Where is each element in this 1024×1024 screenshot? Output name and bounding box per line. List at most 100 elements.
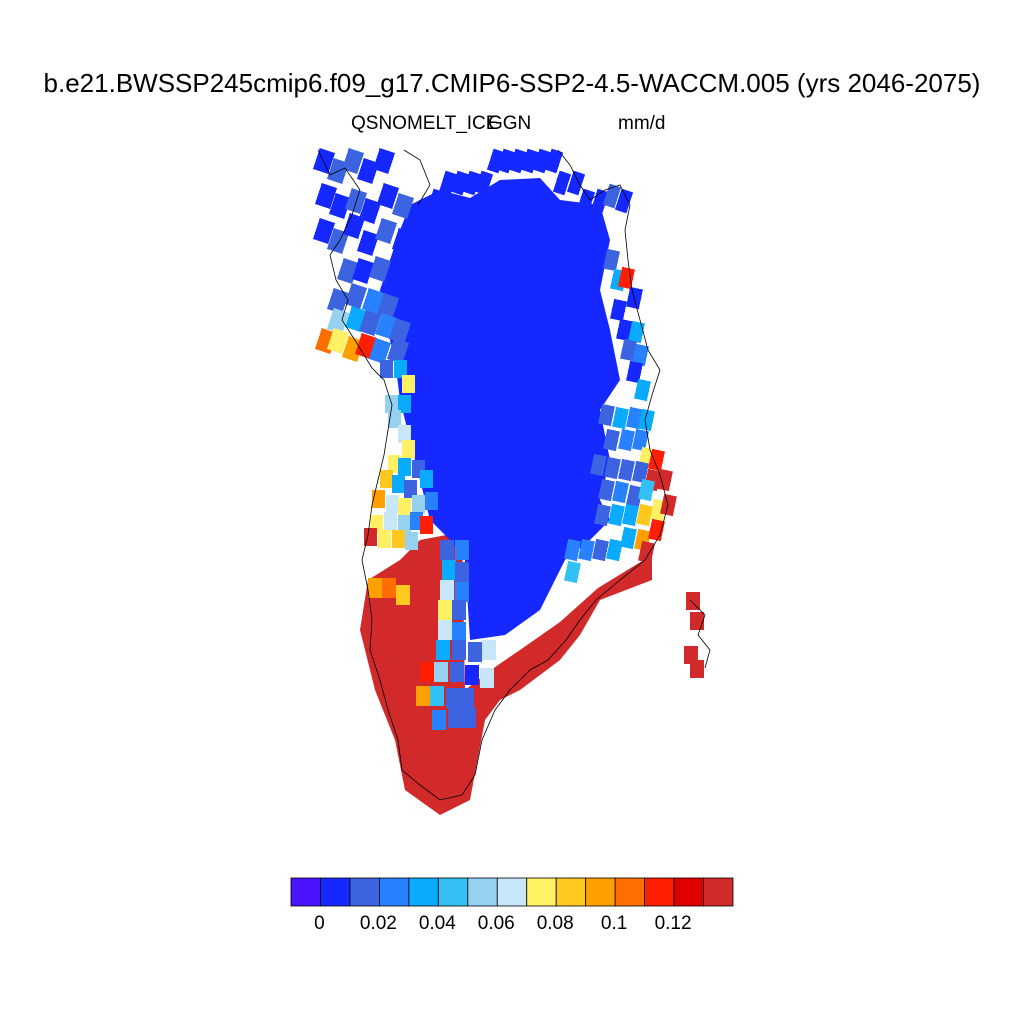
map-cell: [598, 403, 615, 427]
colorbar-box: [673, 877, 704, 907]
map-cell: [398, 498, 411, 516]
map-cell: [326, 288, 350, 314]
map-cell: [452, 600, 466, 620]
variable-label: QSNOMELT_ICE: [351, 113, 499, 134]
colorbar-tick-label: 0.1: [600, 913, 628, 934]
map-cell: [590, 453, 607, 477]
map-cell: [425, 492, 438, 510]
map-cell: [544, 148, 564, 174]
map-cell: [606, 538, 623, 562]
map-cell: [460, 688, 474, 708]
map-cell: [628, 320, 645, 344]
map-cell: [402, 440, 415, 458]
map-cell: [618, 428, 635, 452]
map-cell: [590, 188, 610, 214]
map-cell: [638, 408, 655, 432]
map-cell: [314, 183, 338, 209]
map-cell: [618, 266, 635, 290]
map-cell: [656, 468, 673, 492]
map-cell: [398, 395, 411, 413]
map-cell: [648, 518, 665, 542]
map-cell: [686, 592, 700, 610]
map-cell: [592, 538, 609, 562]
map-region: [380, 178, 620, 640]
coastline-path: [317, 149, 669, 801]
map-cell: [438, 170, 458, 196]
map-cell: [392, 530, 405, 548]
map-cell: [636, 503, 653, 527]
map-cell: [612, 480, 629, 504]
map-cell: [520, 148, 540, 174]
map-cell: [420, 470, 433, 488]
map-cell: [326, 328, 350, 354]
colorbar-boxes: [290, 877, 734, 907]
colorbar-tick-label: 0.12: [654, 913, 692, 934]
map-cell: [486, 148, 506, 174]
colorbar-tick-label: 0.02: [359, 913, 397, 934]
map-cell: [391, 228, 415, 254]
map-cell: [638, 478, 655, 502]
map-cell: [378, 530, 391, 548]
map-cell: [328, 193, 352, 219]
map-cell: [612, 406, 629, 430]
map-cell: [618, 458, 635, 482]
map-cell: [660, 493, 677, 517]
map-cell: [414, 198, 434, 224]
map-cell: [368, 338, 392, 364]
units-label: mm/d: [618, 113, 666, 134]
map-cell: [620, 526, 637, 550]
map-cell: [603, 248, 620, 272]
colorbar-box: [496, 877, 528, 907]
map-region: [360, 532, 652, 815]
colorbar-box: [526, 877, 557, 907]
map-cell: [614, 188, 634, 214]
map-cell: [312, 218, 336, 244]
colorbar-tick-label: 0.06: [477, 913, 515, 934]
plot-title: b.e21.BWSSP245cmip6.f09_g17.CMIP6-SSP2-4…: [43, 68, 981, 98]
map-cell: [632, 428, 649, 452]
colorbar-box: [703, 877, 734, 907]
map-cell: [380, 470, 393, 488]
map-cell: [341, 148, 365, 174]
colorbar-box: [585, 877, 616, 907]
map-cells: [312, 148, 704, 815]
map-cell: [634, 378, 651, 402]
map-cell: [610, 298, 627, 322]
map-cell: [372, 490, 385, 508]
map-cell: [622, 503, 639, 527]
map-cell: [438, 600, 452, 620]
map-cell: [576, 188, 596, 214]
map-cell: [344, 283, 368, 309]
map-cell: [412, 495, 425, 513]
map-cell: [386, 338, 410, 364]
colorbar-box: [467, 877, 498, 907]
map-cell: [392, 475, 405, 493]
map-cell: [416, 686, 430, 706]
map-cell: [632, 460, 649, 484]
map-cell: [420, 662, 434, 682]
map-cell: [410, 512, 423, 530]
map-cell: [684, 646, 698, 664]
map-cell: [380, 360, 393, 378]
colorbar-tick-label: 0: [314, 913, 325, 934]
coastline-path: [403, 149, 431, 206]
map-cell: [455, 582, 469, 602]
map-cell: [508, 148, 528, 174]
map-cell: [648, 448, 665, 472]
map-cell: [594, 503, 611, 527]
map-cell: [326, 228, 350, 254]
map-cell: [398, 458, 411, 476]
map-cell: [620, 338, 637, 362]
map-cell: [368, 256, 392, 282]
map-cell: [474, 170, 494, 196]
map-cell: [602, 183, 622, 209]
colorbar-box: [437, 877, 469, 907]
colorbar-box: [349, 877, 380, 907]
colorbar-box: [555, 877, 587, 907]
map-cell: [462, 708, 476, 728]
map-cell: [351, 258, 375, 284]
colorbar-box: [320, 877, 351, 907]
colorbar-box: [614, 877, 646, 907]
